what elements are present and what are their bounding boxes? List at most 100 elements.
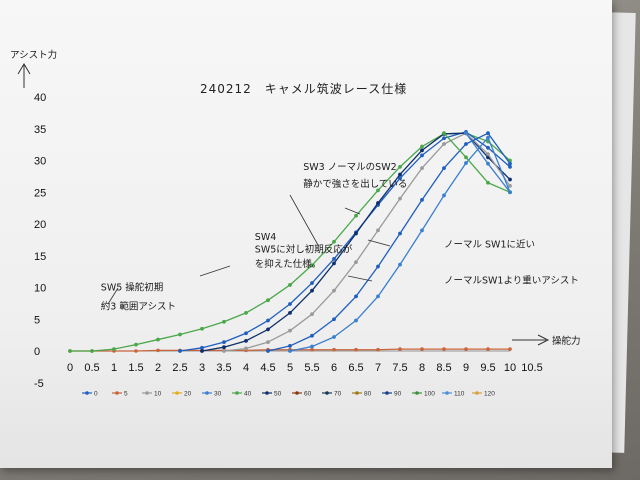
data-point bbox=[354, 260, 358, 264]
x-tick-label: 9.5 bbox=[480, 362, 495, 374]
data-point bbox=[398, 347, 402, 351]
annotation-text: SW5 操舵初期 bbox=[101, 282, 164, 294]
x-tick-label: 2.5 bbox=[172, 362, 187, 374]
legend-label: 10 bbox=[154, 391, 162, 398]
data-point bbox=[420, 153, 424, 158]
data-point bbox=[398, 176, 402, 181]
data-point bbox=[310, 344, 314, 349]
legend-swatch-dot bbox=[295, 391, 299, 395]
data-point bbox=[420, 197, 424, 202]
data-point bbox=[442, 142, 446, 146]
x-tick-label: 7 bbox=[375, 362, 381, 374]
x-tick-label: 8 bbox=[419, 362, 425, 374]
data-point bbox=[266, 298, 270, 303]
data-point bbox=[398, 231, 402, 236]
y-tick-label: 10 bbox=[34, 283, 46, 295]
data-point bbox=[486, 135, 490, 140]
legend-label: 0 bbox=[94, 391, 98, 398]
data-point bbox=[486, 152, 490, 157]
annotation-text: SW3 ノーマルのSW2 bbox=[303, 162, 396, 173]
data-point bbox=[508, 177, 512, 182]
data-point bbox=[398, 172, 402, 177]
annotation-pointer-tuning bbox=[344, 207, 361, 215]
x-tick-labels: 0 0.5 1 1.5 2 2.5 3 3.5 4 4.5 5 5.5 6 6.5 7 7.5 8 8.5 9 9.5… bbox=[67, 362, 543, 374]
legend-swatch-dot bbox=[355, 391, 359, 395]
data-point bbox=[222, 340, 226, 345]
legend-swatch-dot bbox=[325, 391, 329, 395]
x-tick-label: 4.5 bbox=[260, 362, 275, 374]
series-curve bbox=[223, 132, 511, 352]
data-point bbox=[398, 262, 402, 267]
data-point bbox=[310, 263, 314, 268]
data-point bbox=[288, 302, 292, 306]
legend-swatch-dot bbox=[385, 391, 389, 395]
data-point bbox=[420, 144, 424, 149]
annotation-pointer-heavier bbox=[347, 275, 373, 282]
legend-label: 100 bbox=[424, 391, 435, 398]
annotation-text: SW4 bbox=[255, 232, 276, 243]
data-point bbox=[508, 161, 512, 166]
data-point bbox=[178, 349, 182, 353]
x-tick-label: 8.5 bbox=[436, 362, 451, 374]
data-point bbox=[266, 349, 270, 353]
annotation-text: 約3 範囲アシスト bbox=[101, 301, 176, 313]
legend-swatch-dot bbox=[205, 391, 209, 395]
data-point bbox=[288, 349, 292, 353]
data-point bbox=[310, 288, 314, 293]
data-point bbox=[508, 184, 512, 188]
x-tick-label: 0.5 bbox=[84, 362, 99, 374]
data-point bbox=[442, 193, 446, 198]
data-point bbox=[354, 213, 358, 218]
data-point bbox=[464, 131, 468, 136]
data-point bbox=[332, 317, 336, 322]
data-point bbox=[266, 340, 270, 345]
data-point bbox=[332, 239, 336, 244]
data-point bbox=[200, 345, 204, 350]
data-point bbox=[420, 228, 424, 233]
x-tick-label: 3.5 bbox=[216, 362, 231, 374]
chart-title: 240212 キャメル筑波レース仕様 bbox=[200, 81, 407, 96]
y-tick-label: 20 bbox=[34, 219, 46, 231]
series-curves bbox=[68, 130, 512, 353]
data-point bbox=[288, 311, 292, 315]
data-point bbox=[486, 161, 490, 166]
data-point bbox=[288, 283, 292, 287]
data-point bbox=[244, 331, 248, 336]
legend-swatch-dot bbox=[265, 391, 269, 395]
data-point bbox=[486, 347, 490, 351]
data-point bbox=[376, 188, 380, 193]
x-tick-label: 9 bbox=[463, 362, 469, 374]
annotation-pointer-normal-sw1 bbox=[367, 239, 391, 247]
x-tick-label: 10 bbox=[504, 362, 516, 374]
x-tick-label: 5.5 bbox=[304, 362, 319, 374]
data-point bbox=[332, 257, 336, 261]
x-axis-hand-arrow-head bbox=[537, 334, 550, 346]
annotation-pointer-sw3 bbox=[289, 194, 319, 246]
data-point bbox=[464, 155, 468, 160]
y-tick-label: 30 bbox=[34, 156, 46, 168]
data-point bbox=[178, 332, 182, 337]
x-tick-label: 7.5 bbox=[392, 362, 407, 374]
data-point bbox=[486, 180, 490, 185]
data-point bbox=[354, 347, 358, 352]
data-point bbox=[68, 349, 72, 353]
data-point bbox=[442, 347, 446, 351]
x-tick-label: 1 bbox=[111, 362, 117, 374]
annotation-text: ノーマルSW1より重いアシスト bbox=[444, 275, 579, 287]
x-tick-label: 2 bbox=[155, 362, 161, 374]
data-point bbox=[420, 148, 424, 153]
x-tick-label: 6.5 bbox=[348, 362, 363, 374]
y-tick-label: 15 bbox=[34, 251, 46, 263]
x-axis-label: 操舵力 bbox=[552, 335, 581, 347]
series-curve bbox=[443, 132, 511, 193]
data-point bbox=[222, 319, 226, 324]
data-point bbox=[442, 166, 446, 171]
x-tick-label: 10.5 bbox=[521, 362, 542, 374]
data-point bbox=[420, 166, 424, 171]
legend-label: 70 bbox=[334, 391, 342, 398]
y-tick-label: 5 bbox=[34, 314, 40, 326]
data-point bbox=[90, 349, 94, 353]
y-tick-label: 0 bbox=[34, 346, 40, 358]
